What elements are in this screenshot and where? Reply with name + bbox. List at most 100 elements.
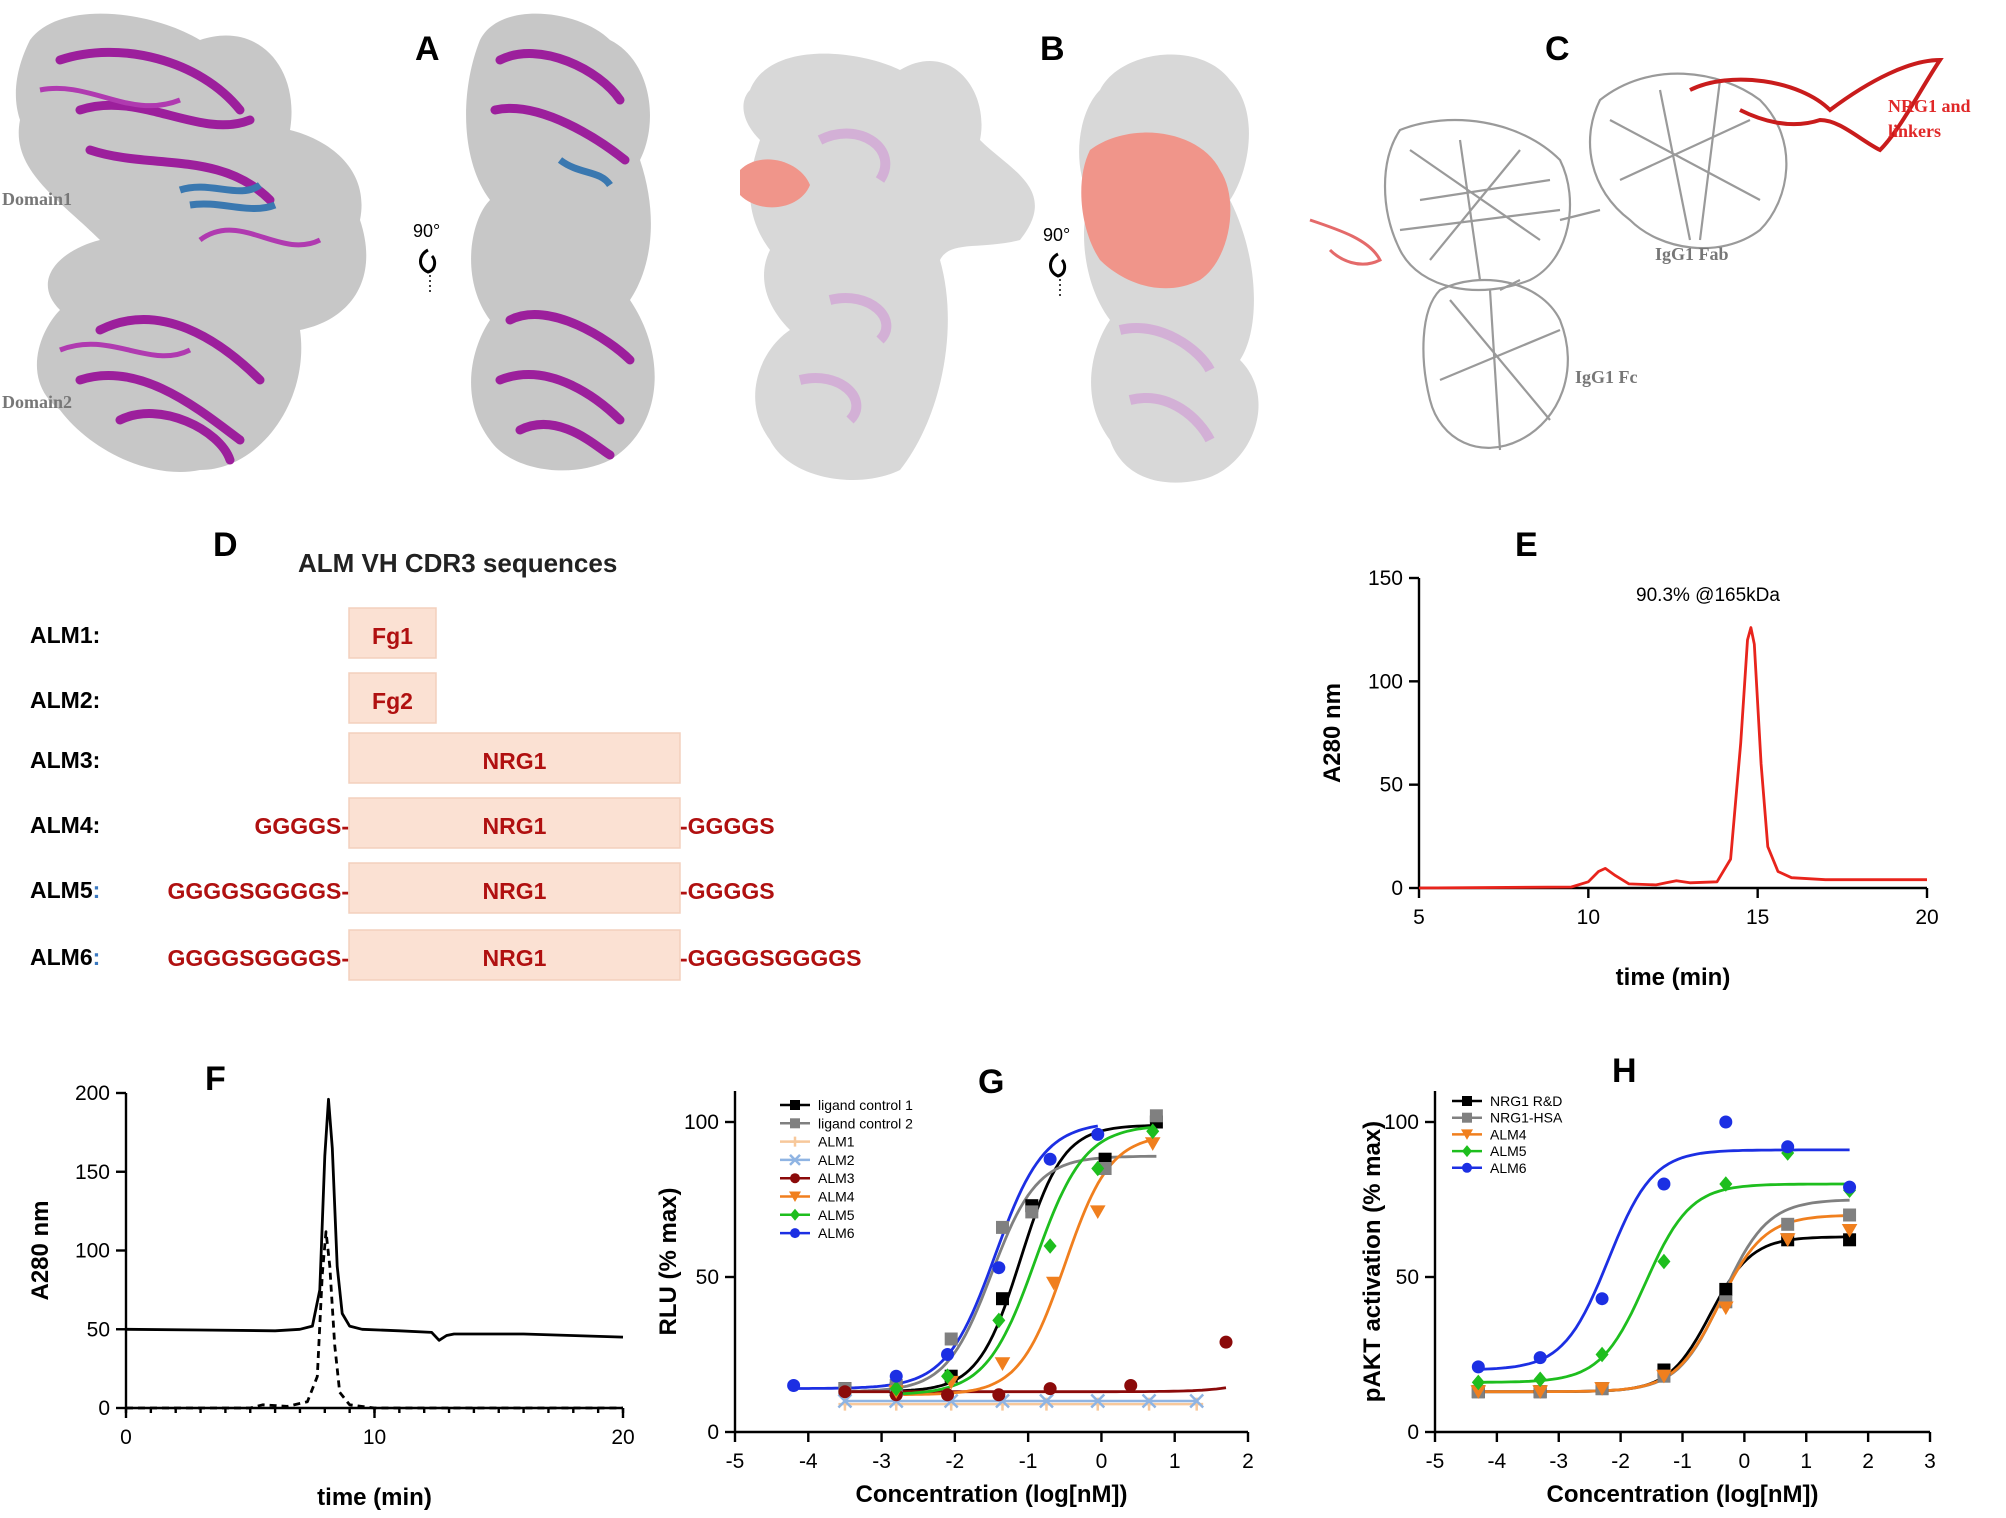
marker-x: [1090, 1393, 1106, 1409]
panel-b-surface-left: [740, 53, 1035, 480]
panel-g-label: G: [978, 1063, 1004, 1101]
marker-square: [1843, 1233, 1857, 1247]
marker-square: [1149, 1109, 1163, 1123]
marker-square: [944, 1332, 958, 1346]
x-tick-label: -2: [946, 1450, 965, 1473]
x-tick-label: -3: [872, 1450, 891, 1473]
y-tick-label: 100: [1384, 1111, 1419, 1134]
y-tick-label: 50: [696, 1266, 719, 1289]
marker-circle: [790, 1173, 800, 1184]
legend-label: ligand control 2: [818, 1115, 913, 1131]
y-tick-label: 50: [87, 1318, 110, 1341]
igg1-fc-label: IgG1 Fc: [1575, 367, 1638, 387]
x-tick-label: -5: [726, 1450, 745, 1473]
legend-label: ALM5: [818, 1207, 855, 1223]
marker-diamond: [1146, 1123, 1160, 1140]
x-tick-label: 1: [1800, 1450, 1812, 1473]
marker-diamond: [1471, 1374, 1485, 1391]
legend-label: NRG1 R&D: [1490, 1093, 1562, 1109]
y-tick-label: 50: [1380, 774, 1403, 797]
y-tick-label: 50: [1396, 1266, 1419, 1289]
marker-triangle: [1144, 1137, 1161, 1151]
marker-circle: [787, 1379, 801, 1392]
marker-circle: [1091, 1127, 1105, 1141]
row-name: ALM5:: [30, 877, 100, 903]
marker-diamond: [1533, 1371, 1547, 1388]
x-axis-label: time (min): [1616, 964, 1731, 991]
legend-label: ALM4: [1490, 1126, 1527, 1142]
nrg1-linkers-label-2: linkers: [1888, 121, 1941, 141]
box-label: Fg2: [372, 688, 413, 714]
left-linker: GGGGS-: [254, 813, 349, 839]
marker-diamond: [941, 1368, 955, 1384]
y-tick-label: 100: [75, 1240, 110, 1263]
y-tick-label: 100: [1368, 670, 1403, 693]
x-tick-label: -1: [1019, 1450, 1038, 1473]
x-axis-label: Concentration (log[nM]): [856, 1481, 1128, 1508]
legend-label: ALM5: [1490, 1143, 1527, 1159]
marker-circle: [1533, 1351, 1547, 1365]
panel-e-label: E: [1515, 526, 1538, 564]
panel-c-nrg1-ribbon: [1689, 57, 1944, 153]
marker-square: [1843, 1208, 1857, 1222]
marker-diamond: [889, 1380, 903, 1397]
box-label: NRG1: [483, 813, 547, 839]
marker-circle: [1043, 1152, 1057, 1166]
sequence-box: [348, 607, 437, 659]
marker-circle: [1781, 1140, 1795, 1154]
marker-triangle: [1461, 1129, 1473, 1140]
x-tick-label: -5: [1426, 1450, 1445, 1473]
legend-label: ALM4: [818, 1189, 855, 1205]
marker-square: [790, 1118, 800, 1129]
left-linker: GGGGSGGGGS-: [168, 878, 349, 904]
marker-triangle: [1841, 1224, 1858, 1238]
right-linker: -GGGGS: [680, 878, 775, 904]
legend-label: ligand control 1: [818, 1097, 913, 1113]
x-tick-label: 1: [1169, 1450, 1181, 1473]
row-name: ALM4:: [30, 812, 100, 838]
marker-circle: [1843, 1180, 1857, 1194]
peak-annotation: 90.3% @165kDa: [1636, 585, 1780, 606]
fit-curve-4: [844, 1386, 1227, 1394]
box-label: NRG1: [483, 945, 547, 971]
x-tick-label: 2: [1242, 1450, 1254, 1473]
legend-label: ALM6: [1490, 1160, 1527, 1176]
panel-a-structure-right: [466, 13, 655, 471]
x-tick-label: 20: [1915, 906, 1938, 929]
y-tick-label: 150: [75, 1161, 110, 1184]
x-tick-label: -1: [1673, 1450, 1692, 1473]
marker-diamond: [1043, 1238, 1057, 1254]
nrg1-linkers-label-1: NRG1 and: [1888, 96, 1971, 116]
y-tick-label: 0: [98, 1397, 110, 1420]
marker-circle: [1657, 1177, 1671, 1191]
fit-curve-6: [896, 1125, 1153, 1396]
marker-x: [837, 1393, 853, 1409]
x-tick-label: -4: [799, 1450, 818, 1473]
marker-triangle: [994, 1357, 1011, 1371]
sequence-box: [348, 672, 437, 724]
marker-circle: [1471, 1360, 1485, 1374]
marker-square: [1025, 1205, 1039, 1219]
y-axis-label: A280 nm: [1319, 683, 1346, 783]
panel-b-label: B: [1040, 30, 1065, 68]
panel-a-label: A: [415, 30, 440, 68]
x-tick-label: 2: [1862, 1450, 1874, 1473]
marker-triangle: [1594, 1382, 1610, 1396]
marker-diamond: [1091, 1160, 1105, 1177]
series-line-0: [1418, 626, 1927, 890]
marker-diamond: [790, 1208, 800, 1221]
row-name: ALM6:: [30, 944, 100, 970]
series-line-1: [126, 1230, 623, 1410]
marker-x: [1141, 1393, 1157, 1409]
box-label: NRG1: [483, 748, 547, 774]
row-name: ALM3:: [30, 747, 100, 773]
domain1-label: Domain1: [2, 189, 72, 209]
panel-f-label: F: [205, 1060, 226, 1098]
marker-x: [1189, 1393, 1205, 1409]
marker-square: [995, 1220, 1009, 1234]
y-tick-label: 150: [1368, 567, 1403, 590]
marker-triangle: [1656, 1369, 1672, 1384]
legend-label: ALM3: [818, 1170, 855, 1186]
marker-diamond: [992, 1312, 1006, 1329]
